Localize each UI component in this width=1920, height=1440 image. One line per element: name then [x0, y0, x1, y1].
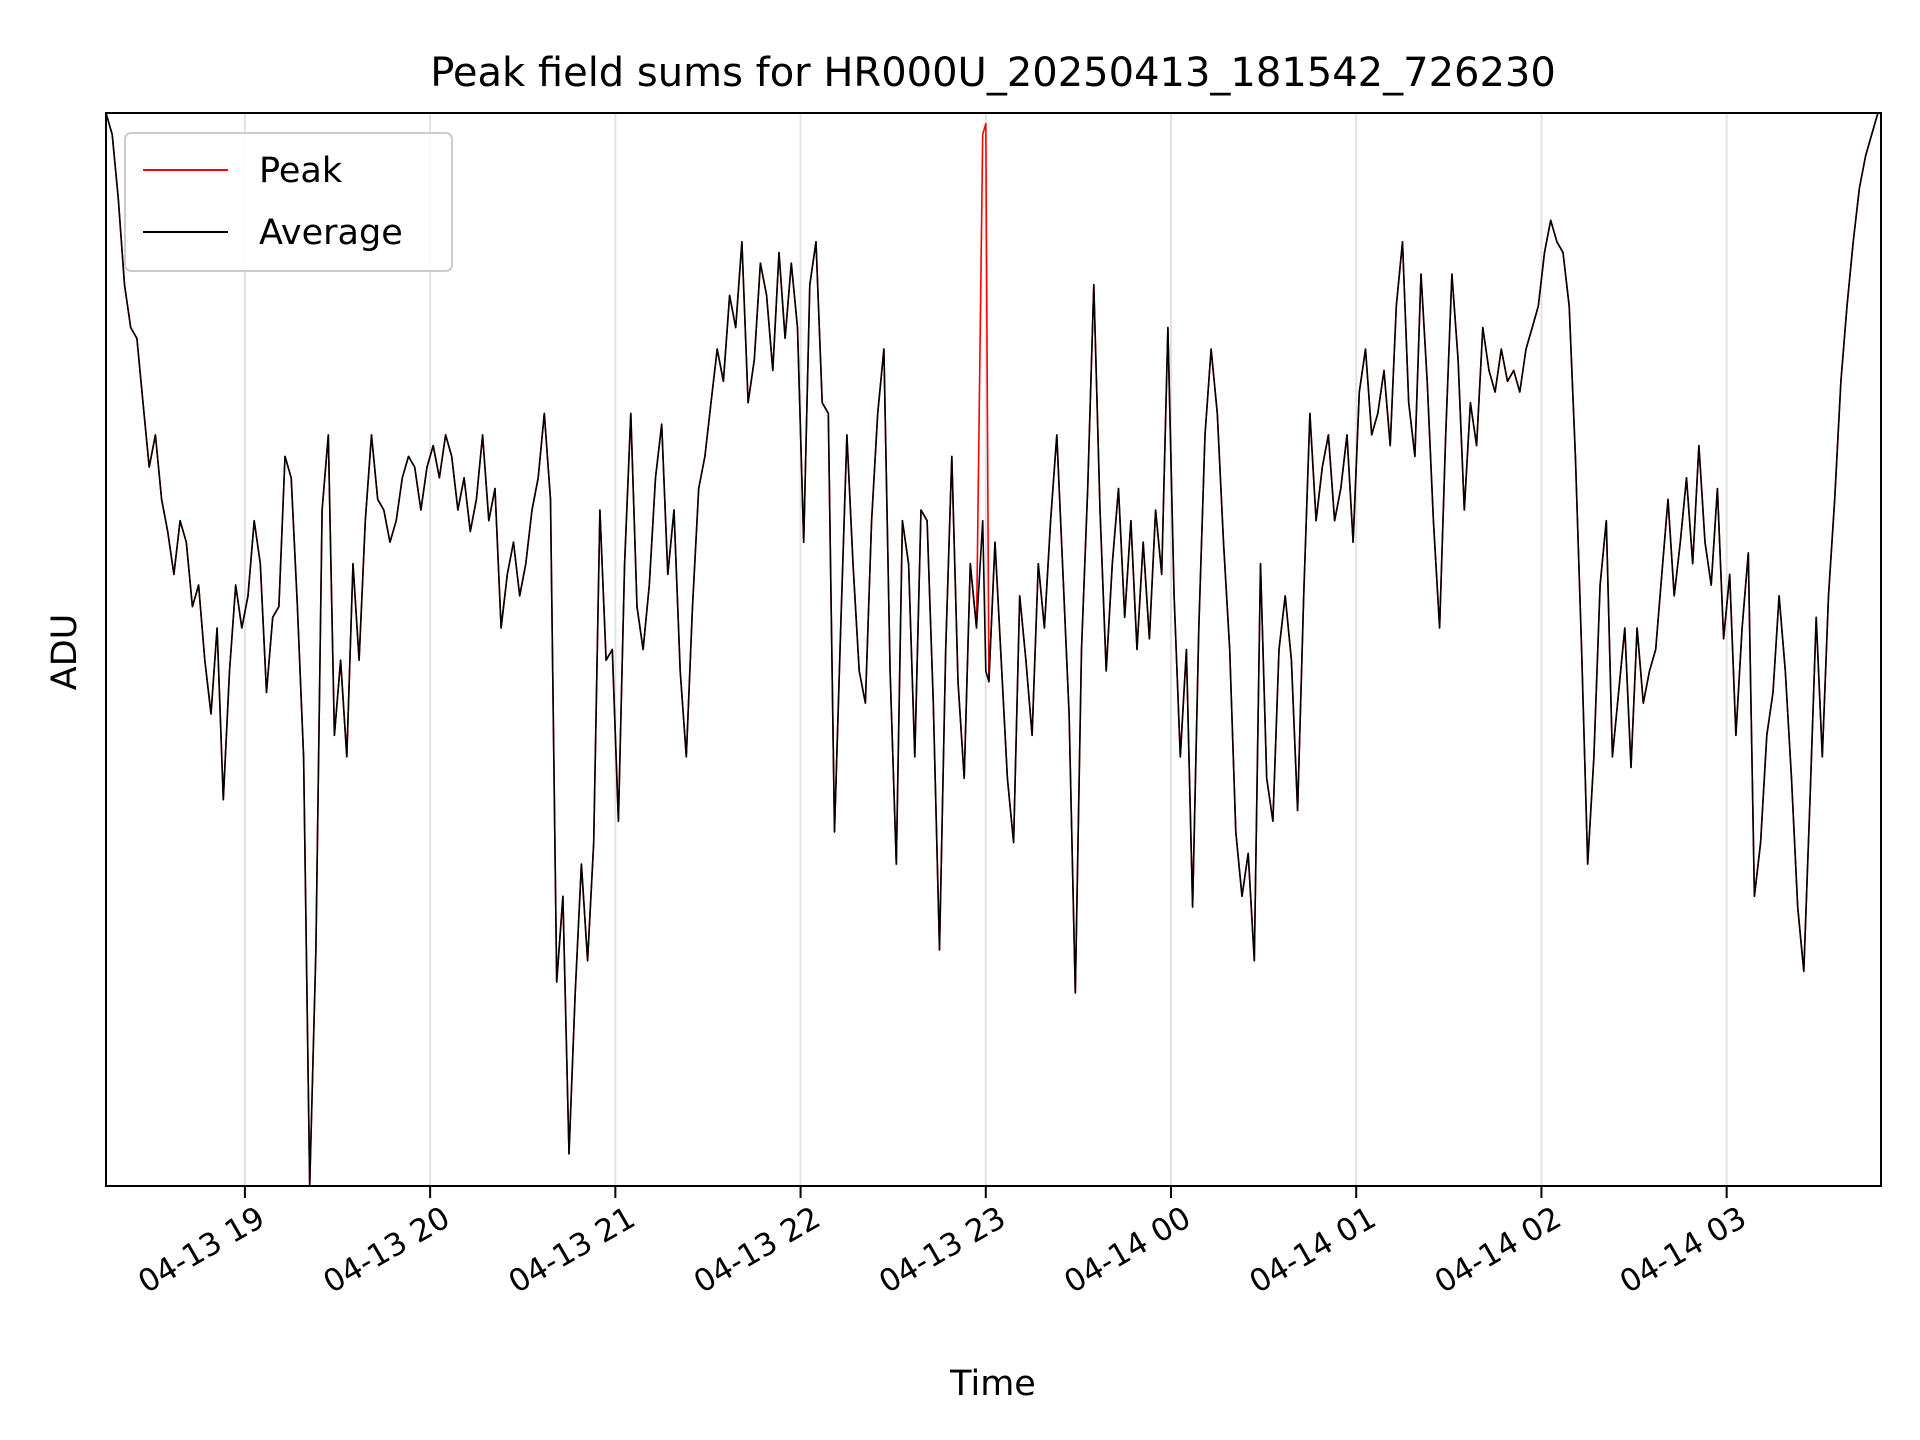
series-line-average — [105, 112, 1879, 1187]
plot-frame — [105, 112, 1882, 1187]
x-axis-label: Time — [949, 1364, 1036, 1404]
legend-label-average: Average — [259, 213, 403, 253]
chart-title: Peak field sums for HR000U_20250413_1815… — [430, 50, 1556, 96]
y-axis-label: ADU — [45, 614, 85, 691]
legend-box — [124, 132, 453, 272]
grid-lines — [243, 113, 1728, 1186]
legend: Peak Average — [124, 132, 453, 272]
legend-label-peak: Peak — [259, 151, 343, 191]
series-lines — [105, 112, 1879, 1187]
